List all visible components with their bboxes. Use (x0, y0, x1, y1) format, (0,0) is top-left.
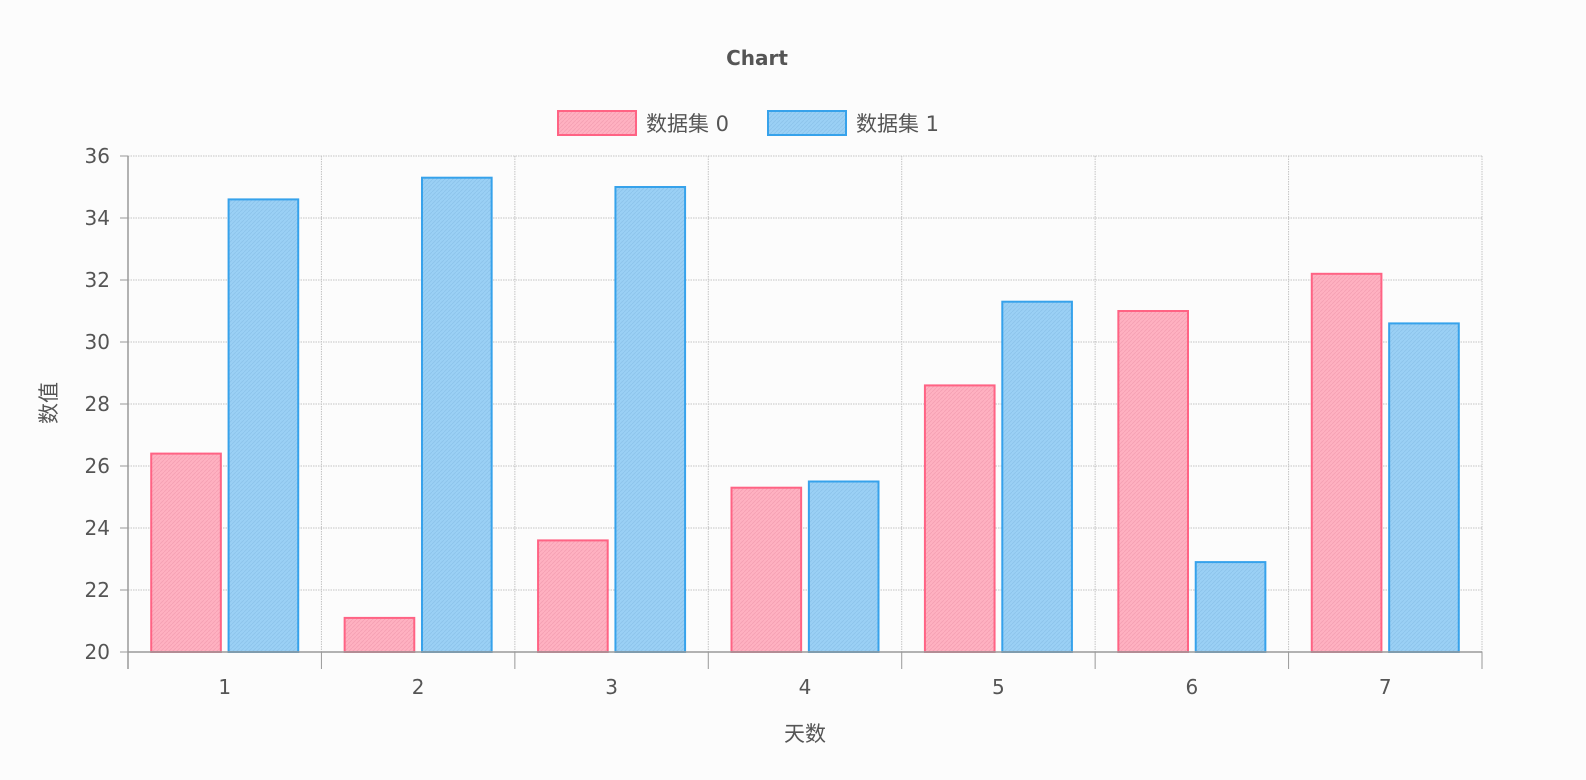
x-tick-label: 1 (218, 675, 231, 699)
bar-1-1 (150, 452, 222, 653)
legend-item[interactable]: 数据集 1 (767, 110, 939, 136)
y-tick-label: 34 (85, 206, 110, 230)
x-tick-label: 3 (605, 675, 618, 699)
bar-1-4 (730, 486, 803, 654)
bar-2-5 (1001, 300, 1073, 653)
y-tick-label: 32 (85, 268, 110, 292)
x-axis-label: 天数 (784, 722, 826, 746)
x-tick-label: 2 (412, 675, 425, 699)
bar-2-4 (807, 480, 880, 653)
axes (120, 155, 1483, 669)
legend-swatch (557, 110, 637, 136)
x-axis-ticks: 1 2 3 4 5 6 7 (218, 675, 1391, 699)
y-tick-label: 36 (85, 144, 110, 168)
bar-1-2 (343, 616, 416, 654)
bar-2-7 (1388, 322, 1460, 653)
x-tick-label: 6 (1185, 675, 1198, 699)
legend[interactable]: 数据集 0 数据集 1 (557, 110, 939, 136)
x-tick-label: 4 (799, 675, 812, 699)
bar-1-6 (1117, 310, 1189, 653)
y-tick-label: 22 (85, 578, 110, 602)
legend-swatch (767, 110, 847, 136)
y-tick-label: 26 (85, 454, 110, 478)
legend-item[interactable]: 数据集 0 (557, 110, 729, 136)
y-axis-ticks: 20 22 24 26 28 30 32 34 36 (85, 144, 110, 664)
bar-2-6 (1194, 561, 1267, 653)
bar-1-7 (1310, 272, 1383, 653)
chart-title: Chart (726, 46, 788, 70)
x-tick-label: 5 (992, 675, 1005, 699)
grid (127, 155, 1483, 653)
bar-2-1 (227, 198, 300, 653)
bars (150, 176, 1460, 654)
bar-1-3 (537, 539, 609, 654)
y-tick-label: 30 (85, 330, 110, 354)
y-tick-label: 24 (85, 516, 110, 540)
y-tick-label: 28 (85, 392, 110, 416)
bar-2-2 (421, 176, 493, 653)
bar-2-3 (614, 186, 687, 653)
bar-1-5 (923, 384, 996, 653)
y-tick-label: 20 (85, 640, 110, 664)
legend-label: 数据集 1 (856, 112, 939, 136)
x-tick-label: 7 (1379, 675, 1392, 699)
legend-label: 数据集 0 (646, 112, 729, 136)
y-axis-label: 数值 (37, 382, 61, 424)
